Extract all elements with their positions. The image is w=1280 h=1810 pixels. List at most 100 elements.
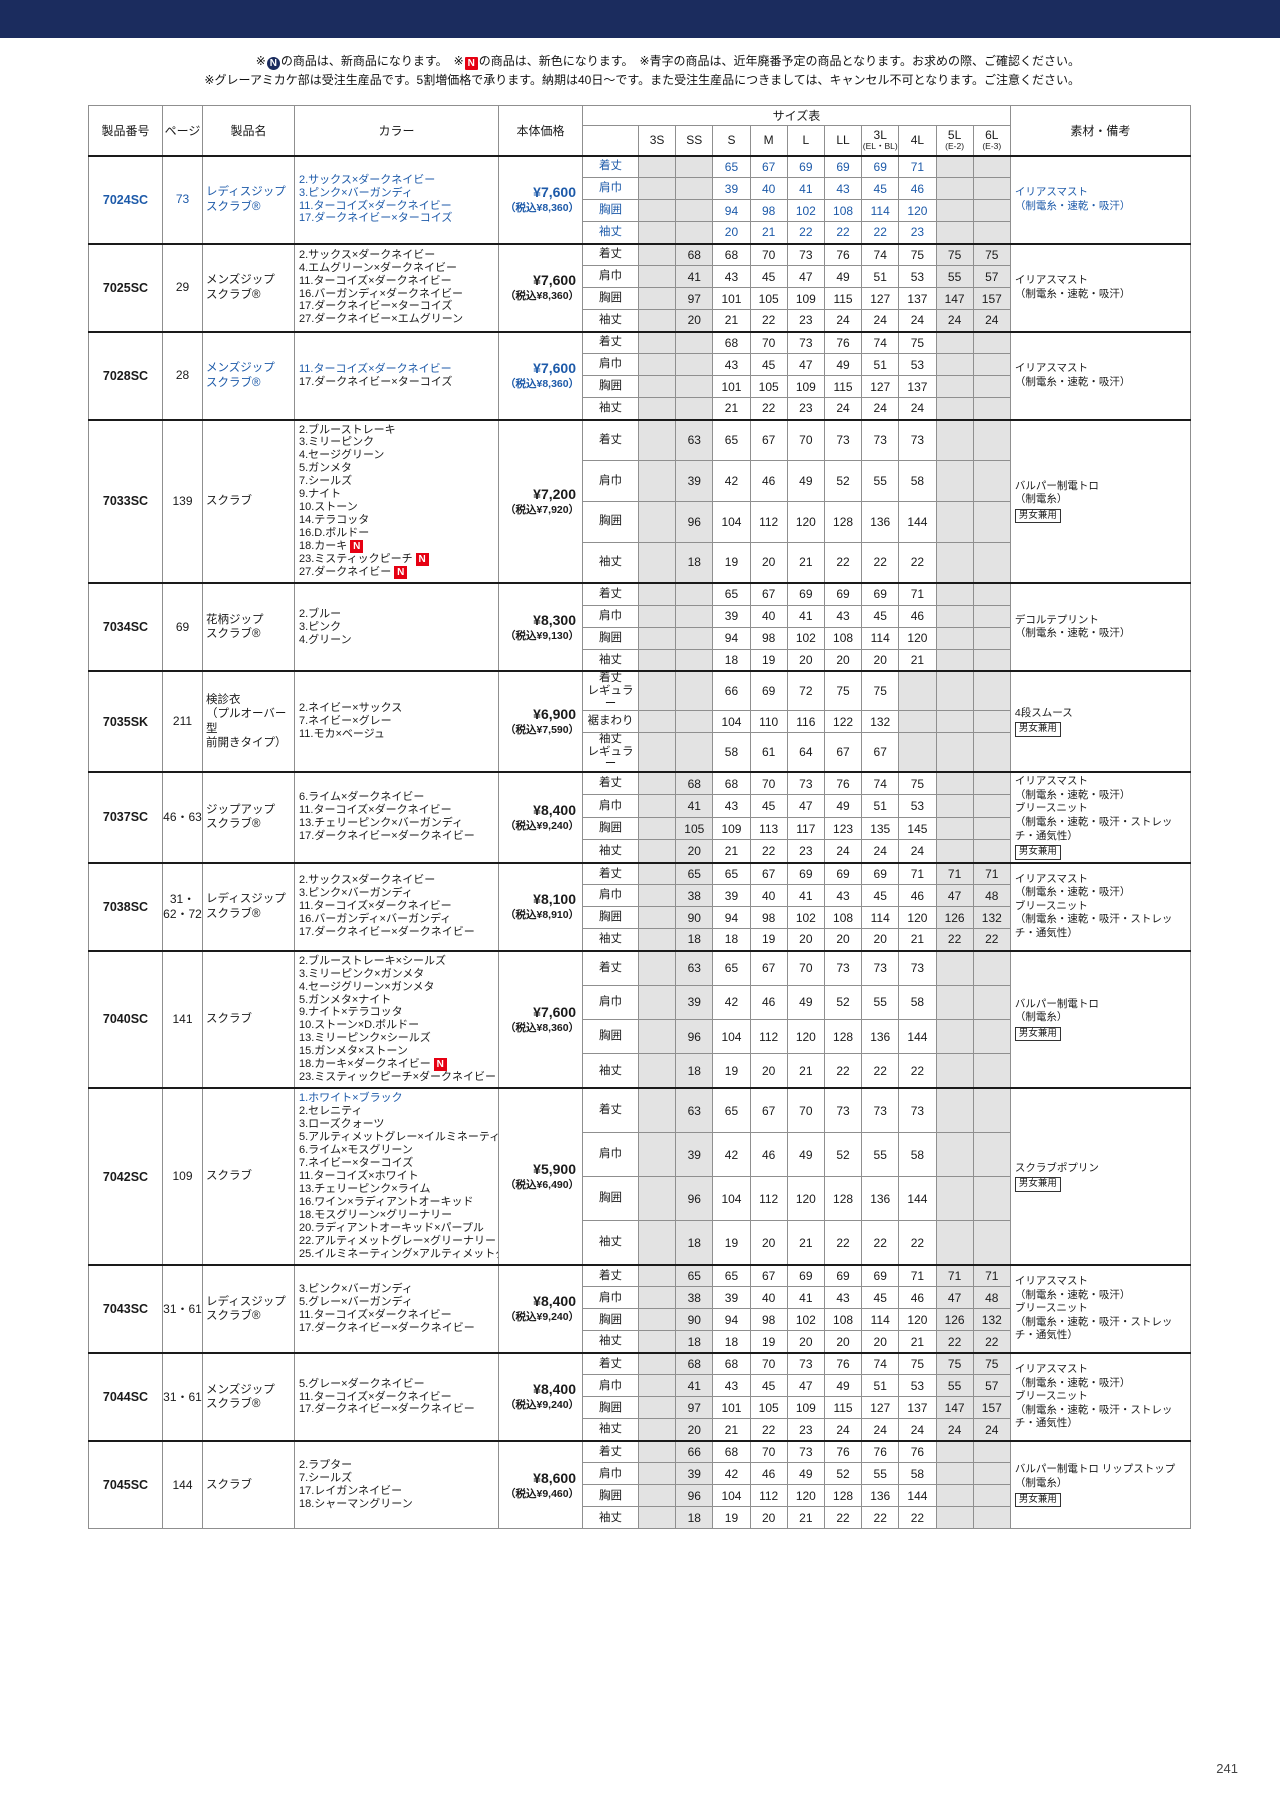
size-value-cell: 73	[898, 1087, 937, 1134]
size-row-label: 袖丈	[582, 1053, 639, 1089]
size-value-cell	[972, 1087, 1011, 1134]
size-value-cell	[935, 794, 974, 818]
size-value-cell: 115	[823, 1396, 863, 1420]
table-header: 製品番号 ページ 製品名 カラー 本体価格 サイズ表 素材・備考 3S SS S M L…	[88, 105, 1191, 156]
size-value-cell: 109	[786, 1396, 825, 1420]
material-line: （制電糸・速乾・吸汗・ストレッチ・通気性）	[1014, 1403, 1173, 1430]
size-value-cell	[637, 928, 677, 952]
size-value-cell: 49	[823, 1374, 863, 1398]
size-row-label: 胸囲	[582, 500, 639, 543]
size-value-cell: 46	[749, 984, 788, 1020]
color-list: 5.グレー×ダークネイビー 11.ターコイズ×ダークネイビー 17.ダークネイビー×…	[294, 1352, 499, 1442]
size-value-cell	[935, 670, 974, 712]
size-value-cell: 43	[823, 604, 863, 628]
size-value-cell: 22	[972, 928, 1011, 952]
size-value-cell: 128	[823, 1176, 863, 1222]
color-name: 27.ダークネイビー×エムグリーン	[299, 313, 464, 326]
size-value-cell: 114	[861, 626, 900, 650]
size-value-cell	[935, 984, 974, 1020]
size-value-cell	[637, 626, 677, 650]
size-value-cell	[637, 155, 677, 178]
size-value-cell: 39	[675, 1462, 714, 1486]
size-value-cell: 45	[749, 794, 788, 818]
material-line: イリアスマスト	[1014, 361, 1089, 374]
color-name: 4.エムグリーン×ダークネイビー	[299, 261, 458, 274]
size-value-cell	[935, 1053, 974, 1089]
color-name: 10.ストーン	[299, 501, 358, 514]
size-value-cell: 137	[898, 287, 937, 310]
size-value-cell: 47	[786, 1374, 825, 1398]
product-block-7042SC: 7042SC 109 スクラブ 1.ホワイト×ブラック 2.セレニティ 3.ローズクォーツ…	[88, 1087, 1191, 1266]
size-value-cell: 39	[712, 604, 751, 628]
size-value-cell	[935, 199, 974, 222]
size-value-cell: 108	[823, 199, 863, 222]
product-page: 28	[162, 331, 203, 420]
size-value-cell: 68	[712, 1440, 751, 1464]
size-value-cell: 96	[675, 1484, 714, 1508]
size-value-cell: 40	[749, 604, 788, 628]
color-name: 5.ガンメタ	[299, 462, 352, 475]
size-value-cell: 43	[712, 265, 751, 288]
page-number: 241	[1216, 1761, 1238, 1776]
size-value-cell: 24	[972, 309, 1011, 332]
color-name: 15.ガンメタ×ストーン	[299, 1045, 408, 1058]
size-value-cell: 20	[861, 648, 900, 672]
size-value-cell: 41	[786, 884, 825, 908]
size-value-cell: 120	[786, 1018, 825, 1055]
price-base: ¥8,400	[533, 801, 576, 818]
color-item: 3.ミリーピンク	[299, 436, 494, 449]
size-row-label: 着丈	[582, 419, 639, 461]
size-value-cell: 49	[786, 1462, 825, 1486]
size-value-cell	[637, 1308, 677, 1332]
size-value-cell: 67	[823, 732, 863, 773]
size-value-cell: 43	[712, 794, 751, 818]
color-item: 2.サックス×ダークネイビー	[299, 874, 494, 887]
color-item: 13.チェリーピンク×バーガンディ	[299, 817, 494, 830]
color-item: 11.ターコイズ×ダークネイビー	[299, 1309, 494, 1322]
size-value-cell	[637, 710, 677, 734]
size-value-cell: 69	[861, 582, 900, 606]
size-value-cell	[637, 331, 677, 354]
size-value-cell: 65	[712, 1264, 751, 1288]
size-value-cell	[675, 155, 714, 178]
size-value-cell: 101	[712, 375, 751, 398]
size-value-cell: 49	[823, 265, 863, 288]
size-value-cell: 18	[712, 928, 751, 952]
unisex-badge: 男女兼用	[1014, 1492, 1061, 1508]
size-value-cell: 136	[861, 1484, 900, 1508]
col-header-product-no: 製品番号	[88, 105, 163, 156]
color-name: 3.ピンク×バーガンディ	[299, 1283, 413, 1296]
size-value-cell: 110	[749, 710, 788, 734]
color-name: 2.サックス×ダークネイビー	[299, 248, 436, 261]
size-row: 肩巾 39 42 46 49 52 55 58	[89, 984, 1191, 1020]
size-row-label: 袖丈	[582, 309, 639, 332]
size-value-cell: 76	[861, 1440, 900, 1464]
size-value-cell: 22	[861, 1506, 900, 1530]
size-value-cell	[637, 1352, 677, 1376]
size-row-label: 胸囲	[582, 287, 639, 310]
size-value-cell: 39	[675, 459, 714, 502]
size-row-label: 肩巾	[582, 794, 639, 818]
size-value-cell	[935, 1506, 974, 1530]
size-value-cell: 76	[823, 1352, 863, 1376]
size-value-cell: 73	[786, 243, 825, 266]
size-value-cell: 128	[823, 1018, 863, 1055]
size-value-cell: 70	[749, 331, 788, 354]
size-value-cell: 68	[675, 771, 714, 796]
price-base: ¥8,300	[533, 611, 576, 628]
size-value-cell: 108	[823, 906, 863, 930]
color-item: 2.サックス×ダークネイビー	[299, 174, 494, 187]
new-color-badge-icon: N	[415, 553, 429, 567]
color-name: 17.ダークネイビー×ダークネイビー	[299, 1403, 475, 1416]
size-value-cell: 71	[935, 862, 974, 886]
size-value-cell: 52	[823, 984, 863, 1020]
product-page: 31・61	[162, 1352, 203, 1442]
unisex-badge: 男女兼用	[1014, 722, 1061, 737]
product-name: 花柄ジップ スクラブ®	[202, 582, 295, 672]
size-value-cell	[637, 375, 677, 398]
size-row-label: 胸囲	[582, 1018, 639, 1055]
product-number: 7043SC	[88, 1264, 163, 1354]
color-name: 9.ナイト	[299, 488, 342, 501]
color-item: 18.カーキ×ダークネイビー N	[299, 1058, 494, 1072]
color-item: 14.テラコッタ	[299, 514, 494, 527]
